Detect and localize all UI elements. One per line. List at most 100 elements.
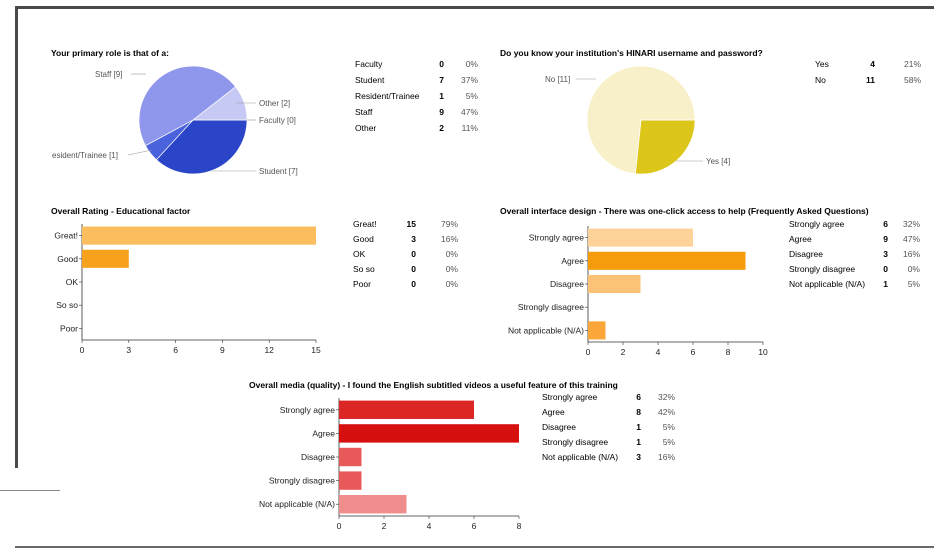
chart-title: Overall Rating - Educational factor: [51, 206, 191, 216]
table-count: 0: [883, 264, 888, 274]
table-percent: 42%: [658, 407, 675, 417]
table-count: 0: [411, 264, 416, 274]
table-count: 15: [407, 219, 417, 229]
table-count: 0: [411, 279, 416, 289]
table-count: 2: [439, 123, 444, 133]
frame-border-bottom: [15, 546, 934, 548]
table-percent: 0%: [446, 249, 459, 259]
table-category: Student: [355, 75, 385, 85]
y-tick-label: Agree: [561, 256, 584, 266]
bar: [588, 274, 641, 294]
table-category: Poor: [353, 279, 371, 289]
table-count: 3: [636, 452, 641, 462]
slice-label: No [11]: [545, 75, 570, 84]
y-tick-label: So so: [56, 300, 78, 310]
bar: [82, 249, 129, 268]
role-pie-chart: Your primary role is that of a: Staff [9…: [51, 48, 478, 176]
table-percent: 0%: [446, 279, 459, 289]
hinari-pie-chart: Do you know your institution's HINARI us…: [500, 48, 921, 175]
x-tick-label: 9: [220, 345, 225, 355]
table-count: 1: [883, 279, 888, 289]
chart-title: Overall interface design - There was one…: [500, 206, 869, 216]
pie-slice: [191, 86, 248, 121]
x-tick-label: 0: [586, 347, 591, 357]
table-percent: 0%: [466, 59, 479, 69]
table-category: So so: [353, 264, 375, 274]
table-count: 0: [439, 59, 444, 69]
table-category: Great!: [353, 219, 377, 229]
table-category: OK: [353, 249, 366, 259]
table-category: Agree: [789, 234, 812, 244]
table-percent: 58%: [904, 75, 921, 85]
table-percent: 5%: [663, 437, 676, 447]
slice-label: Staff [9]: [95, 70, 122, 79]
table-count: 4: [870, 59, 875, 69]
table-category: Resident/Trainee: [355, 91, 420, 101]
table-percent: 79%: [441, 219, 458, 229]
table-percent: 0%: [908, 264, 921, 274]
interface-legend-table: Strongly agree Agree Disagree Strongly d…: [789, 219, 920, 289]
y-tick-label: Strongly agree: [529, 233, 585, 243]
table-count: 0: [411, 249, 416, 259]
y-tick-label: Disagree: [550, 279, 584, 289]
table-category: Staff: [355, 107, 373, 117]
table-category: No: [815, 75, 826, 85]
x-tick-label: 12: [264, 345, 274, 355]
x-tick-label: 6: [173, 345, 178, 355]
bar: [339, 400, 474, 420]
y-tick-label: Strongly disagree: [518, 302, 584, 312]
bar: [82, 226, 316, 245]
table-count: 9: [439, 107, 444, 117]
media-quality-chart: Overall media (quality) - I found the En…: [249, 380, 675, 531]
table-percent: 5%: [908, 279, 921, 289]
table-count: 8: [636, 407, 641, 417]
table-percent: 37%: [461, 75, 478, 85]
pie-slice: [586, 65, 696, 175]
table-category: Strongly agree: [789, 219, 845, 229]
bar: [588, 228, 693, 247]
interface-design-chart: Overall interface design - There was one…: [500, 206, 920, 357]
table-category: Yes: [815, 59, 829, 69]
bar: [588, 251, 746, 270]
table-category: Good: [353, 234, 374, 244]
educational-rating-chart: Overall Rating - Educational factor Grea…: [51, 206, 458, 355]
x-tick-label: 4: [656, 347, 661, 357]
table-percent: 5%: [663, 422, 676, 432]
y-tick-label: Poor: [60, 323, 78, 333]
table-percent: 32%: [903, 219, 920, 229]
table-count: 7: [439, 75, 444, 85]
bar: [339, 494, 407, 514]
table-count: 1: [439, 91, 444, 101]
x-tick-label: 0: [337, 521, 342, 531]
x-tick-label: 2: [382, 521, 387, 531]
table-category: Other: [355, 123, 376, 133]
chart-title: Overall media (quality) - I found the En…: [249, 380, 618, 390]
slice-label: Student [7]: [259, 167, 298, 176]
y-tick-label: Not applicable (N/A): [508, 325, 584, 335]
x-tick-label: 6: [691, 347, 696, 357]
slice-label: Other [2]: [259, 99, 290, 108]
table-count: 9: [883, 234, 888, 244]
x-tick-label: 4: [427, 521, 432, 531]
media-legend-table: Strongly agree Agree Disagree Strongly d…: [542, 392, 675, 462]
x-tick-label: 6: [472, 521, 477, 531]
y-tick-label: Great!: [54, 231, 78, 241]
frame-border-top: [15, 6, 934, 9]
y-tick-label: Not applicable (N/A): [259, 499, 335, 509]
table-count: 1: [636, 422, 641, 432]
role-legend-table: Faculty Student Resident/Trainee Staff O…: [355, 59, 478, 133]
table-percent: 32%: [658, 392, 675, 402]
x-tick-label: 3: [126, 345, 131, 355]
x-tick-label: 0: [80, 345, 85, 355]
y-tick-label: Good: [57, 254, 78, 264]
table-count: 6: [636, 392, 641, 402]
bar: [588, 321, 606, 340]
table-count: 1: [636, 437, 641, 447]
table-count: 11: [866, 75, 875, 85]
table-category: Not applicable (N/A): [542, 452, 618, 462]
table-percent: 16%: [658, 452, 675, 462]
slice-label: Yes [4]: [706, 157, 730, 166]
hinari-legend-table: Yes No 4 11 21% 58%: [815, 59, 921, 85]
